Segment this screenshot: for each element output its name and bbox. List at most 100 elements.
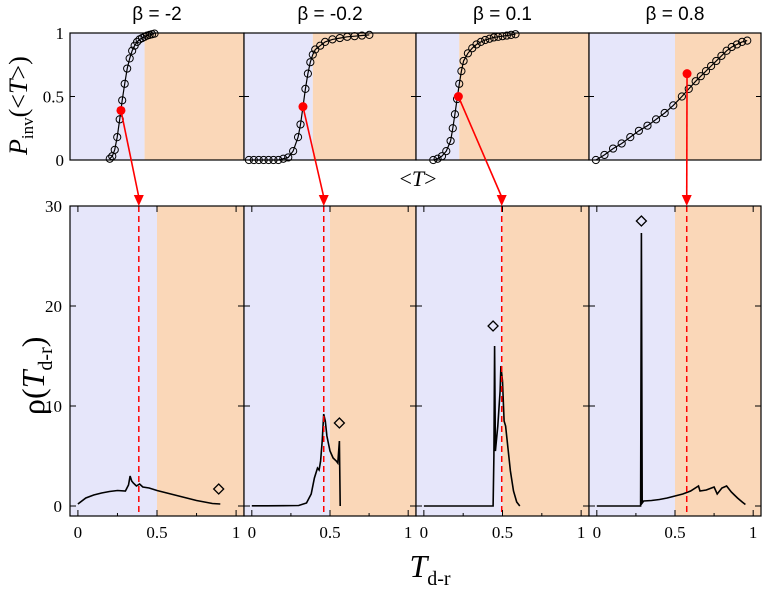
top-point-2-21 xyxy=(507,30,516,40)
top-point-1-25 xyxy=(365,30,374,40)
top-point-2-5 xyxy=(448,124,457,133)
arrow-line-0 xyxy=(120,110,140,198)
bottom-right-region-3 xyxy=(675,206,761,516)
density-curve-2 xyxy=(423,345,521,507)
top-point-3-10 xyxy=(677,92,686,101)
density-curve-3 xyxy=(596,232,746,507)
top-point-2-4 xyxy=(446,136,455,146)
bottom-xtick-label-0-0: 0 xyxy=(74,523,83,542)
top-point-0-2 xyxy=(110,145,119,154)
top-point-3-15 xyxy=(707,61,716,71)
density-curve-0 xyxy=(77,475,221,505)
bottom-ytick-label-0: 0 xyxy=(54,497,63,516)
top-point-0-8 xyxy=(125,54,134,63)
top-point-3-3 xyxy=(617,139,626,148)
top-point-0-7 xyxy=(123,64,132,73)
top-point-3-1 xyxy=(600,150,609,160)
bottom-xtick-label-2-2: 1 xyxy=(577,523,586,542)
panel-title-1: β = -0.2 xyxy=(297,4,362,25)
arrow-head-0 xyxy=(133,195,144,206)
top-point-0-3 xyxy=(113,133,122,142)
top-point-0-6 xyxy=(120,79,129,88)
bottom-left-region-3 xyxy=(589,206,675,516)
bottom-ytick-label-2: 20 xyxy=(45,297,62,316)
top-point-2-22 xyxy=(511,30,520,39)
top-right-region-1 xyxy=(312,33,416,160)
top-point-0-0 xyxy=(105,154,114,163)
panel-title-3: β = 0.8 xyxy=(646,4,705,25)
top-point-3-20 xyxy=(732,40,742,49)
bottom-xtick-label-0-1: 0.5 xyxy=(146,523,167,542)
top-row-panels xyxy=(69,29,762,165)
top-left-region-0 xyxy=(70,33,145,160)
arrow-head-1 xyxy=(318,195,329,206)
top-point-2-11 xyxy=(463,49,472,58)
bottom-right-region-0 xyxy=(157,206,244,516)
top-point-3-19 xyxy=(727,42,736,52)
top-point-2-8 xyxy=(455,79,464,88)
top-point-1-8 xyxy=(284,153,293,162)
top-point-3-7 xyxy=(651,115,661,124)
top-point-3-6 xyxy=(643,121,652,130)
arrow-head-3 xyxy=(681,195,692,206)
arrow-line-2 xyxy=(457,96,503,198)
top-point-2-3 xyxy=(442,147,451,156)
bottom-right-region-2 xyxy=(502,206,589,516)
top-point-3-16 xyxy=(712,56,721,66)
top-point-3-2 xyxy=(608,144,618,153)
top-point-1-19 xyxy=(320,37,330,46)
top-point-2-9 xyxy=(457,67,466,76)
top-point-2-17 xyxy=(489,33,498,42)
top-point-1-16 xyxy=(308,50,317,59)
top-left-region-3 xyxy=(589,33,675,160)
top-point-3-17 xyxy=(717,51,726,60)
top-point-3-11 xyxy=(684,84,693,93)
bottom-xtick-label-1-2: 1 xyxy=(404,523,413,542)
top-point-3-22 xyxy=(743,36,752,45)
labels-layer: β = -2 0 0.5 1 β = -0.2 0 0.5 1 β = 0.1 0 0.5 1 β = … xyxy=(43,4,758,542)
top-ytick-label-0: 0 xyxy=(56,151,65,170)
bottom-xtick-label-3-1: 0.5 xyxy=(664,523,685,542)
bottom-left-region-1 xyxy=(244,206,330,516)
arrow-line-1 xyxy=(302,106,325,198)
top-point-3-18 xyxy=(722,46,731,55)
top-point-3-21 xyxy=(737,37,747,46)
top-y-axis-title: Pinv(<T>) xyxy=(4,56,37,156)
top-point-3-14 xyxy=(701,67,711,76)
arrows-layer xyxy=(120,73,692,206)
top-point-1-15 xyxy=(306,58,315,67)
top-point-1-11 xyxy=(296,120,305,129)
diamond-marker-3 xyxy=(635,215,648,227)
top-point-2-20 xyxy=(502,31,511,40)
top-point-3-8 xyxy=(660,108,669,118)
top-point-2-1 xyxy=(433,154,442,163)
top-point-1-7 xyxy=(279,154,288,163)
top-point-3-5 xyxy=(634,126,643,135)
arrow-head-2 xyxy=(496,195,507,206)
top-point-2-13 xyxy=(472,40,481,49)
top-left-region-1 xyxy=(244,33,313,160)
top-x-axis-title: <T> xyxy=(399,166,436,191)
top-point-2-14 xyxy=(476,37,485,46)
bottom-ytick-label-3: 30 xyxy=(45,197,62,216)
diamond-marker-2 xyxy=(487,320,499,332)
top-point-2-15 xyxy=(481,35,490,45)
top-point-0-5 xyxy=(118,96,127,105)
top-point-3-4 xyxy=(626,133,635,142)
diamond-marker-0 xyxy=(212,483,225,495)
density-curve-1 xyxy=(251,413,341,507)
top-point-3-13 xyxy=(696,72,705,81)
bottom-xtick-label-3-2: 1 xyxy=(749,523,758,542)
panel-title-2: β = 0.1 xyxy=(473,4,532,25)
bottom-left-region-2 xyxy=(416,206,503,516)
top-point-1-9 xyxy=(289,147,298,156)
top-ytick-label-1: 0.5 xyxy=(43,88,64,107)
top-point-3-9 xyxy=(669,101,678,110)
top-point-1-10 xyxy=(293,133,303,142)
bottom-xtick-label-1-1: 0.5 xyxy=(319,523,340,542)
top-point-0-18 xyxy=(150,29,159,38)
top-point-0-9 xyxy=(128,46,137,55)
top-right-region-2 xyxy=(459,33,589,160)
bottom-x-axis-title: Td-r xyxy=(409,548,450,589)
